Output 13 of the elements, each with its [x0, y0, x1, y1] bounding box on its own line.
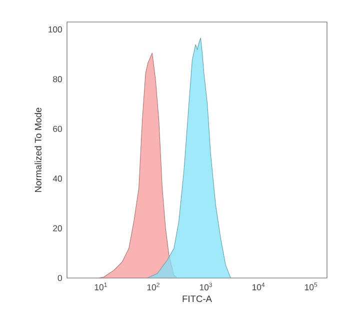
x-tick-label: 10$^{2}$: [147, 282, 160, 290]
y-axis-title: Normalized To Mode: [34, 108, 42, 192]
y-tick-label: 80: [53, 76, 62, 82]
x-axis-title: FITC-A: [182, 295, 212, 302]
x-tick-label: 10$^{5}$: [305, 282, 318, 290]
x-tick-label: 10$^{1}$: [94, 282, 107, 290]
y-tick-label: 60: [53, 126, 62, 132]
y-tick-label: 20: [53, 225, 62, 232]
y-tick-label: 0: [58, 274, 62, 282]
y-tick-label: 40: [52, 176, 62, 182]
x-tick-label: 10$^{4}$: [252, 282, 265, 290]
x-tick-label: 10$^{3}$: [200, 282, 212, 290]
y-tick-label: 100: [48, 26, 62, 33]
